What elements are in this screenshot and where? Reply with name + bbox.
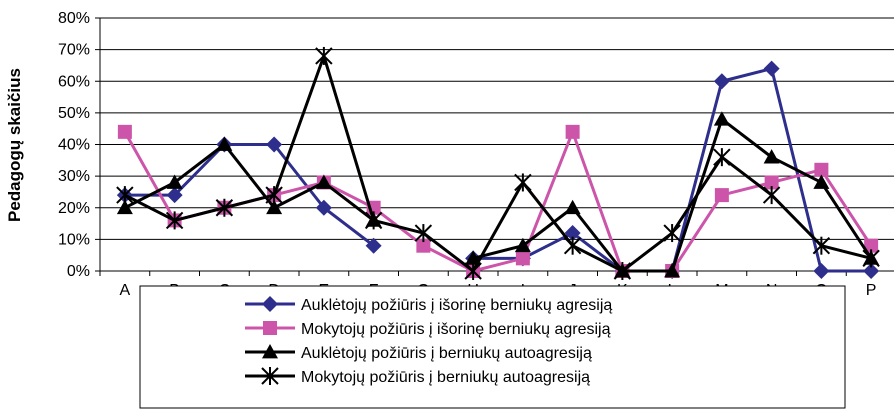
data-point-triangle: [564, 199, 581, 215]
data-point-star: [514, 173, 532, 192]
data-point-square: [515, 251, 530, 266]
data-point-star: [215, 198, 234, 217]
data-point-diamond: [365, 237, 382, 254]
data-point-star: [265, 186, 283, 205]
data-point-square: [764, 175, 779, 190]
data-point-diamond: [713, 73, 730, 90]
y-axis-label: Pedagogų skaičius: [5, 68, 24, 222]
y-tick-label: 50%: [58, 105, 90, 122]
gridlines: [100, 49, 894, 240]
y-tick-label: 80%: [58, 10, 90, 27]
y-tick-label: 40%: [58, 137, 90, 154]
legend-label: Auklėtojų požiūris į išorinę berniukų ag…: [301, 297, 612, 314]
data-point-triangle: [116, 199, 133, 215]
data-point-star: [613, 262, 632, 280]
legend-label: Auklėtojų požiūris į berniukų autoagresi…: [301, 345, 592, 362]
data-point-triangle: [262, 344, 278, 359]
data-point-triangle: [315, 174, 332, 189]
y-tick-label: 70%: [58, 42, 90, 59]
legend: [139, 285, 846, 409]
data-point-triangle: [713, 111, 730, 126]
data-point-triangle: [216, 136, 233, 151]
data-point-square: [565, 124, 580, 139]
data-point-star: [812, 236, 831, 255]
data-point-square: [864, 238, 879, 253]
data-point-square: [814, 162, 829, 177]
data-point-diamond: [813, 263, 830, 279]
data-point-diamond: [863, 263, 880, 279]
legend-items: Auklėtojų požiūris į išorinę berniukų ag…: [245, 296, 612, 386]
data-point-diamond: [262, 296, 278, 312]
data-point-star: [663, 224, 681, 243]
data-point-star: [713, 148, 731, 167]
series-line-3: [124, 143, 375, 222]
data-point-star: [414, 224, 433, 243]
y-tick-label: 20%: [58, 200, 90, 217]
data-point-triangle: [266, 199, 283, 215]
x-tick-label: P: [866, 282, 877, 299]
data-point-star: [464, 262, 482, 280]
y-tick-label: 0%: [67, 263, 90, 280]
data-point-triangle: [664, 263, 681, 278]
data-point-triangle: [166, 174, 183, 189]
data-point-star: [862, 249, 880, 268]
data-point-square: [263, 321, 277, 335]
data-point-diamond: [166, 187, 183, 204]
data-point-square: [117, 124, 132, 139]
data-point-triangle: [514, 237, 531, 253]
legend-label: Mokytojų požiūris į berniukų autoagresij…: [301, 369, 590, 386]
series-line-1: [124, 143, 375, 247]
y-axis-ticks: 0% 10% 20% 30% 40% 50% 60% 70% 80%: [58, 10, 100, 280]
data-point-triangle: [763, 149, 780, 164]
data-point-diamond: [763, 60, 780, 77]
legend-label: Mokytojų požiūris į išorinę berniukų agr…: [301, 321, 611, 338]
data-point-diamond: [266, 136, 283, 153]
series-line-4: [124, 54, 872, 273]
data-point-triangle: [813, 174, 830, 189]
data-point-star: [261, 367, 279, 385]
data-point-square: [416, 238, 431, 253]
data-point-diamond: [564, 225, 581, 242]
x-tick-label: A: [120, 282, 131, 299]
data-point-diamond: [315, 199, 332, 216]
data-point-star: [315, 46, 333, 65]
y-tick-label: 60%: [58, 73, 90, 90]
series-group: [116, 46, 880, 280]
data-point-star: [762, 186, 781, 205]
data-point-star: [116, 186, 134, 205]
data-point-star: [364, 211, 383, 230]
y-tick-label: 10%: [58, 231, 90, 248]
data-point-star: [165, 211, 184, 230]
data-point-square: [714, 188, 729, 203]
data-point-star: [563, 236, 582, 255]
y-tick-label: 30%: [58, 168, 90, 185]
